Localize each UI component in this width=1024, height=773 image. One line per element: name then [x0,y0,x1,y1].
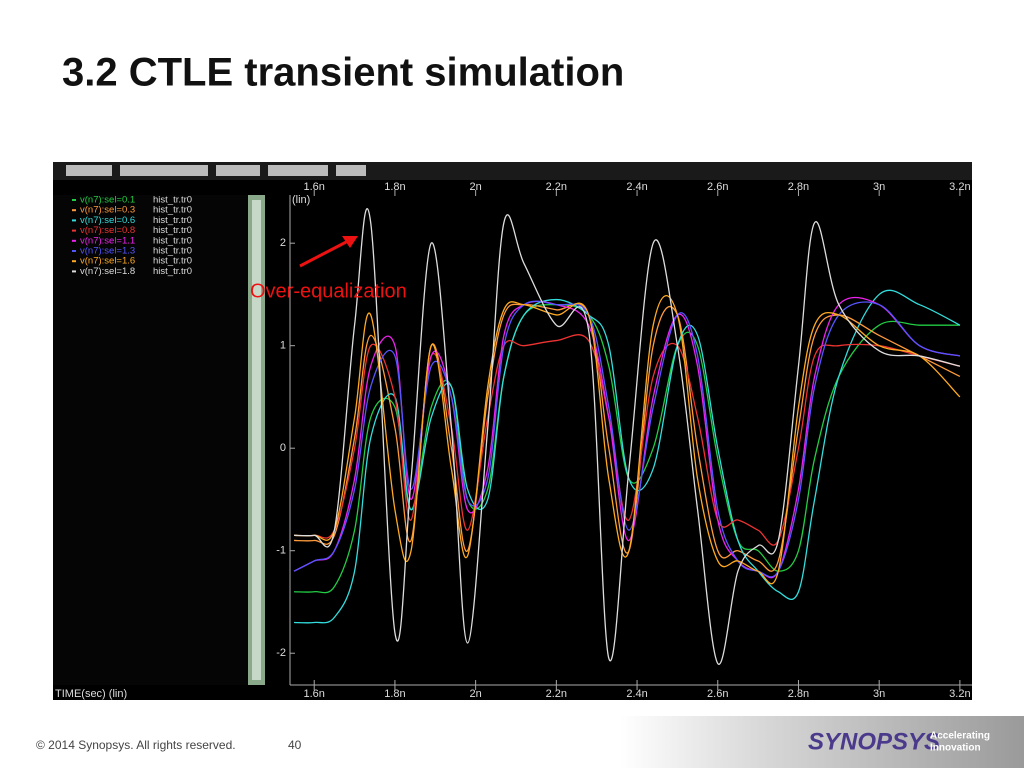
y-tick-label: 0 [280,442,286,454]
y-tick-label: 2 [280,237,286,249]
footer-copyright: © 2014 Synopsys. All rights reserved. [36,738,236,752]
legend-source: hist_tr.tr0 [153,235,192,246]
legend-source: hist_tr.tr0 [153,215,192,226]
legend-entry: v(n7):sel=0.8 [80,225,135,236]
legend-entry: v(n7):sel=0.3 [80,205,135,216]
legend-entry: v(n7):sel=1.1 [80,235,135,246]
legend-swatch [72,209,76,212]
legend-source: hist_tr.tr0 [153,266,192,277]
x-tick-label: 2.6n [707,688,728,700]
tagline: Innovation [930,743,981,754]
waveform [294,295,961,585]
annotation: Over-equalization [250,280,407,302]
legend-swatch [72,229,76,232]
tagline: Accelerating [930,731,990,742]
legend-entry: v(n7):sel=1.8 [80,266,135,277]
logo: SYNOPSYS [808,728,940,755]
legend-swatch [72,219,76,222]
x-tick-label: 3n [873,181,885,193]
x-tick-label: 2n [470,688,482,700]
legend-entry: v(n7):sel=1.6 [80,256,135,267]
legend-swatch [72,270,76,273]
x-tick-label: 1.8n [384,688,405,700]
y-tick-label: 1 [280,340,286,352]
scroll-thumb[interactable] [252,200,261,680]
x-tick-label: 2.8n [788,688,809,700]
x-tick-label: 1.6n [304,181,325,193]
y-tick-label: -1 [276,545,286,557]
waveform [293,300,961,578]
slide-title: 3.2 CTLE transient simulation [62,51,624,95]
waveform [293,296,961,579]
plot-area [293,208,961,665]
annotation-arrow [299,238,351,268]
legend-source: hist_tr.tr0 [153,256,192,267]
legend-entry: v(n7):sel=1.3 [80,246,135,257]
waveform [294,334,961,546]
x-tick-label: 2.4n [626,181,647,193]
x-tick-label: 1.6n [304,688,325,700]
waveform [294,303,960,594]
legend-source: hist_tr.tr0 [153,205,192,216]
y-axis-label: (lin) [292,194,310,206]
legend-swatch [72,199,76,201]
legend-swatch [72,260,76,263]
legend-entry: v(n7):sel=0.1 [80,195,135,206]
x-tick-label: 2.2n [546,688,567,700]
annotation-arrowhead [342,236,358,248]
legend-source: hist_tr.tr0 [153,225,192,236]
x-axis-label: TIME(sec) (lin) [55,688,127,700]
x-tick-label: 2.2n [546,181,567,193]
legend-swatch [72,239,76,242]
x-tick-label: 2.4n [626,688,647,700]
footer-band [620,716,1024,768]
legend-swatch [72,250,76,252]
x-tick-label: 3.2n [949,181,970,193]
page-number: 40 [288,738,302,752]
legend-source: hist_tr.tr0 [153,246,192,257]
legend-entry: v(n7):sel=0.6 [80,215,135,226]
legend-panel [53,195,248,685]
toolbar-icons [66,165,366,176]
legend-source: hist_tr.tr0 [153,195,192,206]
x-tick-label: 3n [873,688,885,700]
x-tick-label: 2.6n [707,181,728,193]
x-tick-label: 2.8n [788,181,809,193]
waveform [294,208,961,665]
y-tick-label: -2 [276,647,286,659]
x-tick-label: 2n [470,181,482,193]
x-tick-label: 1.8n [384,181,405,193]
x-tick-label: 3.2n [949,688,970,700]
